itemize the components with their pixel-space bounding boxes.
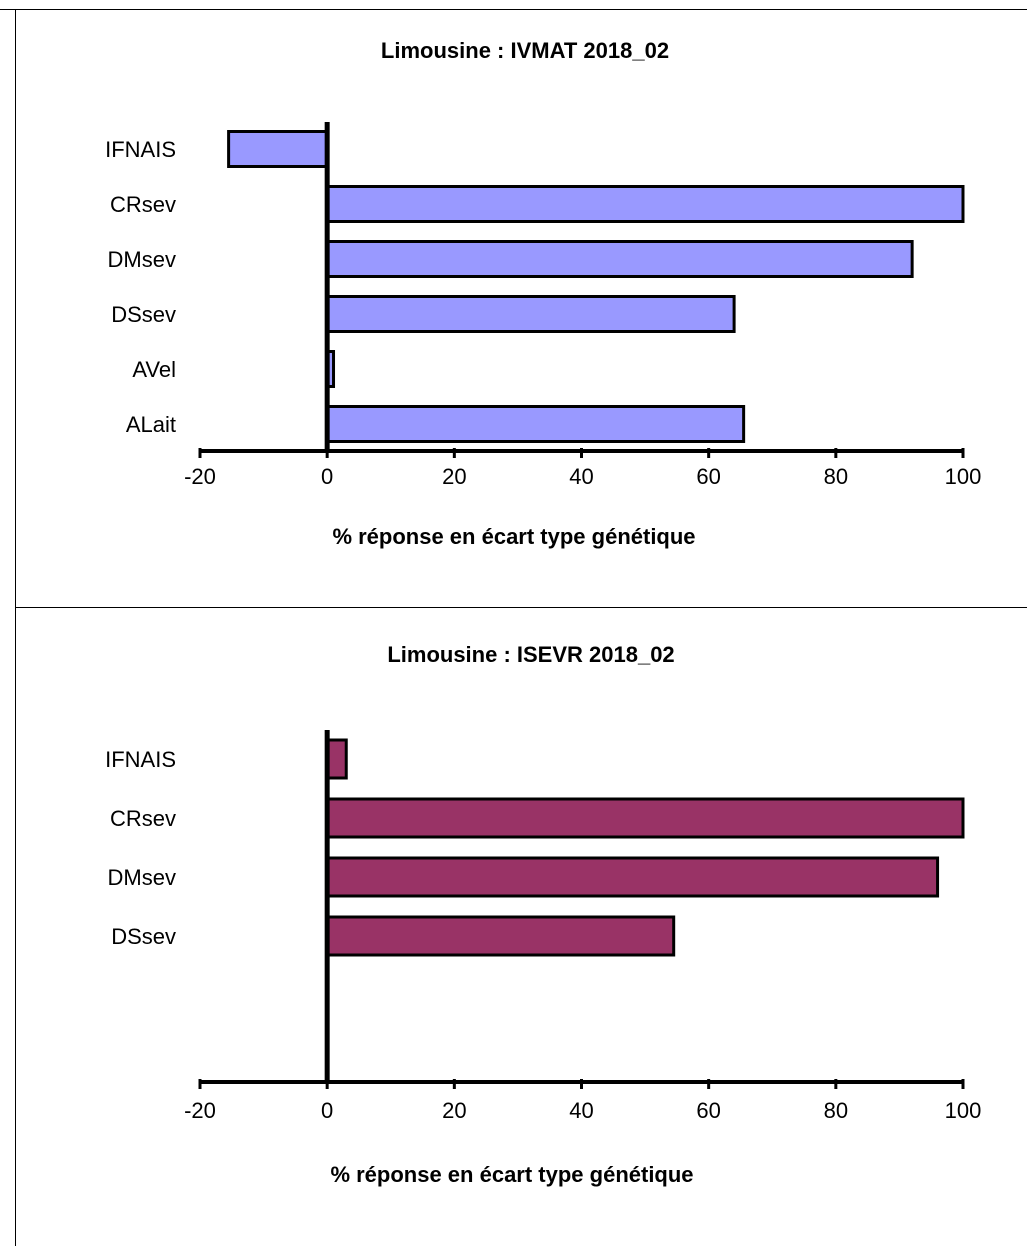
panel-divider xyxy=(15,607,1027,608)
bar-dssev xyxy=(325,295,736,333)
category-label: CRsev xyxy=(110,192,176,217)
bar-dmsev xyxy=(325,856,940,898)
x-tick-label: 60 xyxy=(696,1098,720,1123)
bar-crsev xyxy=(325,797,965,839)
category-label: DMsev xyxy=(108,865,176,890)
x-tick-label: 0 xyxy=(321,1098,333,1123)
x-tick-label: 40 xyxy=(569,1098,593,1123)
category-label: DSsev xyxy=(111,924,176,949)
x-axis-title: % réponse en écart type génétique xyxy=(332,524,695,549)
x-tick-label: 100 xyxy=(945,464,982,489)
frame-border-top xyxy=(0,9,1027,10)
chart-ivmat: Limousine : IVMAT 2018_02 IFNAIS CRsev DMse… xyxy=(105,38,982,549)
x-tick-label: 100 xyxy=(945,1098,982,1123)
chart-isevr: Limousine : ISEVR 2018_02 IFNAIS CRsev DMse… xyxy=(105,642,982,1187)
x-tick-label: 40 xyxy=(569,464,593,489)
x-tick-label: 0 xyxy=(321,464,333,489)
frame-border-left xyxy=(15,9,16,1246)
x-tick-label: 80 xyxy=(824,464,848,489)
x-tick-label: 80 xyxy=(824,1098,848,1123)
chart-title: Limousine : IVMAT 2018_02 xyxy=(381,38,669,63)
bar-crsev xyxy=(325,185,965,223)
category-label: AVel xyxy=(132,357,176,382)
category-label: IFNAIS xyxy=(105,137,176,162)
x-axis-title: % réponse en écart type génétique xyxy=(330,1162,693,1187)
bar-dmsev xyxy=(325,240,914,278)
bar-ifnais xyxy=(325,738,348,780)
category-label: DMsev xyxy=(108,247,176,272)
category-label: DSsev xyxy=(111,302,176,327)
bar-ifnais xyxy=(227,130,329,168)
chart-title: Limousine : ISEVR 2018_02 xyxy=(387,642,674,667)
x-tick-label: 20 xyxy=(442,464,466,489)
category-label: ALait xyxy=(126,412,176,437)
category-label: IFNAIS xyxy=(105,747,176,772)
x-tick-label: -20 xyxy=(184,464,216,489)
x-tick-label: 20 xyxy=(442,1098,466,1123)
bar-alait xyxy=(325,405,746,443)
x-tick-label: 60 xyxy=(696,464,720,489)
bar-dssev xyxy=(325,915,676,957)
category-label: CRsev xyxy=(110,806,176,831)
x-tick-label: -20 xyxy=(184,1098,216,1123)
